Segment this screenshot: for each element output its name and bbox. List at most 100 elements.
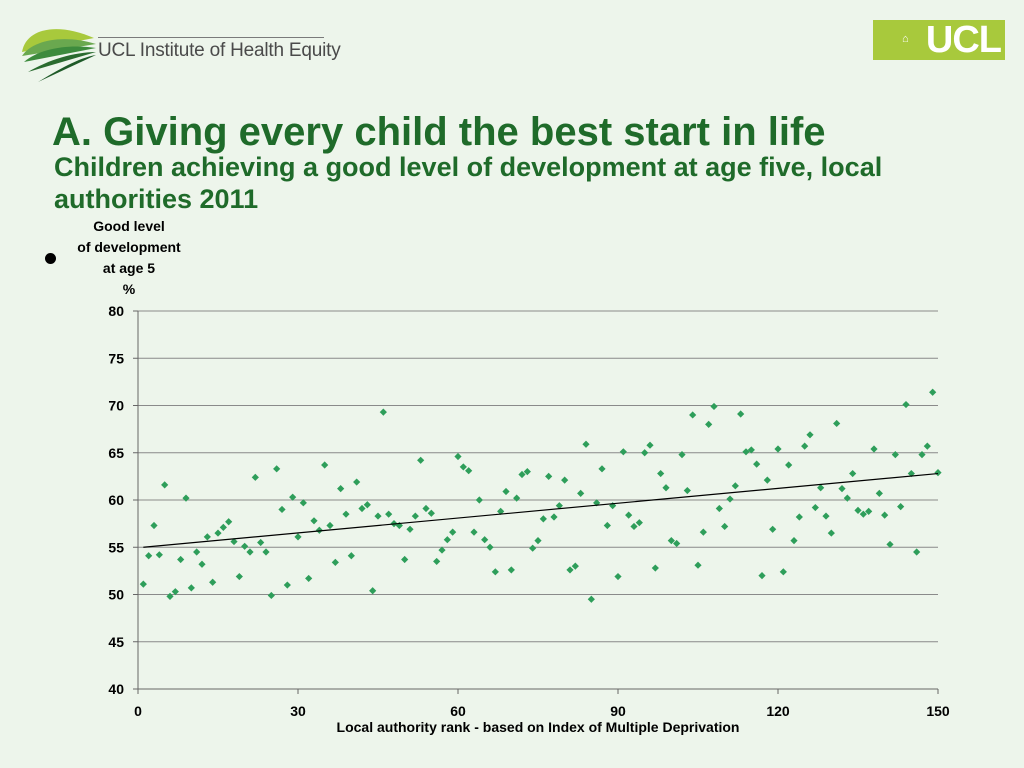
data-point bbox=[625, 511, 633, 519]
gridlines bbox=[138, 310, 938, 690]
data-point bbox=[406, 525, 414, 533]
x-tick-label: 150 bbox=[926, 703, 950, 719]
data-point bbox=[502, 487, 510, 496]
data-point bbox=[598, 465, 606, 473]
data-point bbox=[710, 402, 718, 411]
data-point bbox=[411, 512, 419, 520]
data-point bbox=[481, 536, 489, 544]
data-point bbox=[875, 489, 883, 497]
data-point bbox=[278, 505, 286, 514]
data-point bbox=[523, 468, 531, 476]
y-tick-label: 50 bbox=[108, 587, 124, 603]
data-point bbox=[139, 580, 147, 588]
data-point bbox=[902, 400, 910, 409]
data-point bbox=[219, 523, 227, 532]
data-point bbox=[811, 503, 819, 512]
data-point bbox=[187, 584, 195, 592]
ucl-logo: ⌂ UCL bbox=[873, 20, 1005, 60]
data-point bbox=[395, 521, 403, 530]
data-point bbox=[683, 486, 691, 495]
y-axis-label-line: Good level bbox=[93, 218, 165, 234]
data-point bbox=[721, 522, 729, 531]
data-point bbox=[587, 595, 595, 603]
ucl-dome-icon: ⌂ bbox=[902, 33, 909, 45]
data-point bbox=[827, 529, 835, 537]
data-point bbox=[534, 537, 542, 545]
data-point bbox=[673, 539, 681, 548]
data-point bbox=[497, 507, 505, 515]
data-point bbox=[363, 501, 371, 509]
data-point bbox=[582, 440, 590, 448]
data-point bbox=[651, 564, 659, 572]
data-point bbox=[566, 566, 574, 574]
data-point bbox=[705, 420, 713, 428]
data-point bbox=[907, 469, 915, 478]
data-point bbox=[513, 494, 521, 502]
data-point bbox=[641, 449, 649, 457]
data-point bbox=[886, 540, 894, 549]
data-point bbox=[539, 515, 547, 523]
y-tick-label: 75 bbox=[108, 350, 124, 366]
data-point bbox=[401, 555, 409, 564]
ucl-ihe-logo-icon bbox=[22, 29, 96, 82]
data-point bbox=[678, 451, 686, 459]
data-point bbox=[177, 555, 185, 564]
data-point bbox=[843, 494, 851, 502]
data-point bbox=[182, 494, 190, 502]
x-axis-label: Local authority rank - based on Index of… bbox=[336, 719, 740, 735]
data-point bbox=[289, 493, 297, 501]
data-point bbox=[763, 476, 771, 484]
data-point bbox=[833, 419, 841, 428]
data-points bbox=[139, 388, 942, 603]
x-tick-label: 30 bbox=[290, 703, 306, 719]
data-point bbox=[459, 463, 467, 471]
ucl-logo-text: UCL bbox=[925, 19, 1002, 61]
data-point bbox=[891, 451, 899, 459]
data-point bbox=[225, 518, 233, 526]
chart-title: Children achieving a good level of devel… bbox=[54, 152, 883, 214]
y-axis-label-line: of development bbox=[77, 239, 181, 255]
data-point bbox=[491, 568, 499, 576]
data-point bbox=[507, 566, 515, 574]
data-point bbox=[273, 465, 281, 473]
data-point bbox=[337, 485, 345, 493]
data-point bbox=[859, 510, 867, 518]
data-point bbox=[614, 572, 622, 581]
data-point bbox=[230, 537, 238, 546]
data-point bbox=[369, 587, 377, 595]
data-point bbox=[897, 503, 905, 511]
data-point bbox=[251, 473, 259, 481]
data-point bbox=[657, 469, 665, 478]
data-point bbox=[817, 484, 825, 492]
data-point bbox=[785, 461, 793, 469]
data-point bbox=[737, 410, 745, 418]
data-point bbox=[561, 476, 569, 484]
data-point bbox=[822, 512, 830, 520]
data-point bbox=[609, 502, 617, 510]
axes bbox=[133, 310, 939, 694]
y-tick-label: 40 bbox=[108, 681, 124, 697]
data-point bbox=[929, 388, 937, 396]
data-point bbox=[353, 478, 361, 486]
data-point bbox=[747, 446, 755, 454]
data-point bbox=[209, 578, 217, 586]
data-point bbox=[865, 507, 873, 515]
data-point bbox=[662, 484, 670, 492]
trendline bbox=[143, 472, 939, 548]
data-point bbox=[694, 561, 702, 569]
y-tick-label: 65 bbox=[108, 445, 124, 461]
data-point bbox=[166, 592, 174, 600]
data-point bbox=[358, 504, 366, 513]
data-point bbox=[321, 461, 329, 469]
data-point bbox=[422, 504, 430, 513]
data-point bbox=[246, 548, 254, 556]
data-point bbox=[427, 509, 435, 517]
data-point bbox=[438, 546, 446, 554]
y-tick-label: 55 bbox=[108, 539, 124, 555]
data-point bbox=[283, 581, 291, 589]
x-tick-label: 90 bbox=[610, 703, 626, 719]
data-point bbox=[241, 542, 249, 550]
data-point bbox=[923, 442, 931, 450]
y-tick-label: 80 bbox=[108, 303, 124, 319]
